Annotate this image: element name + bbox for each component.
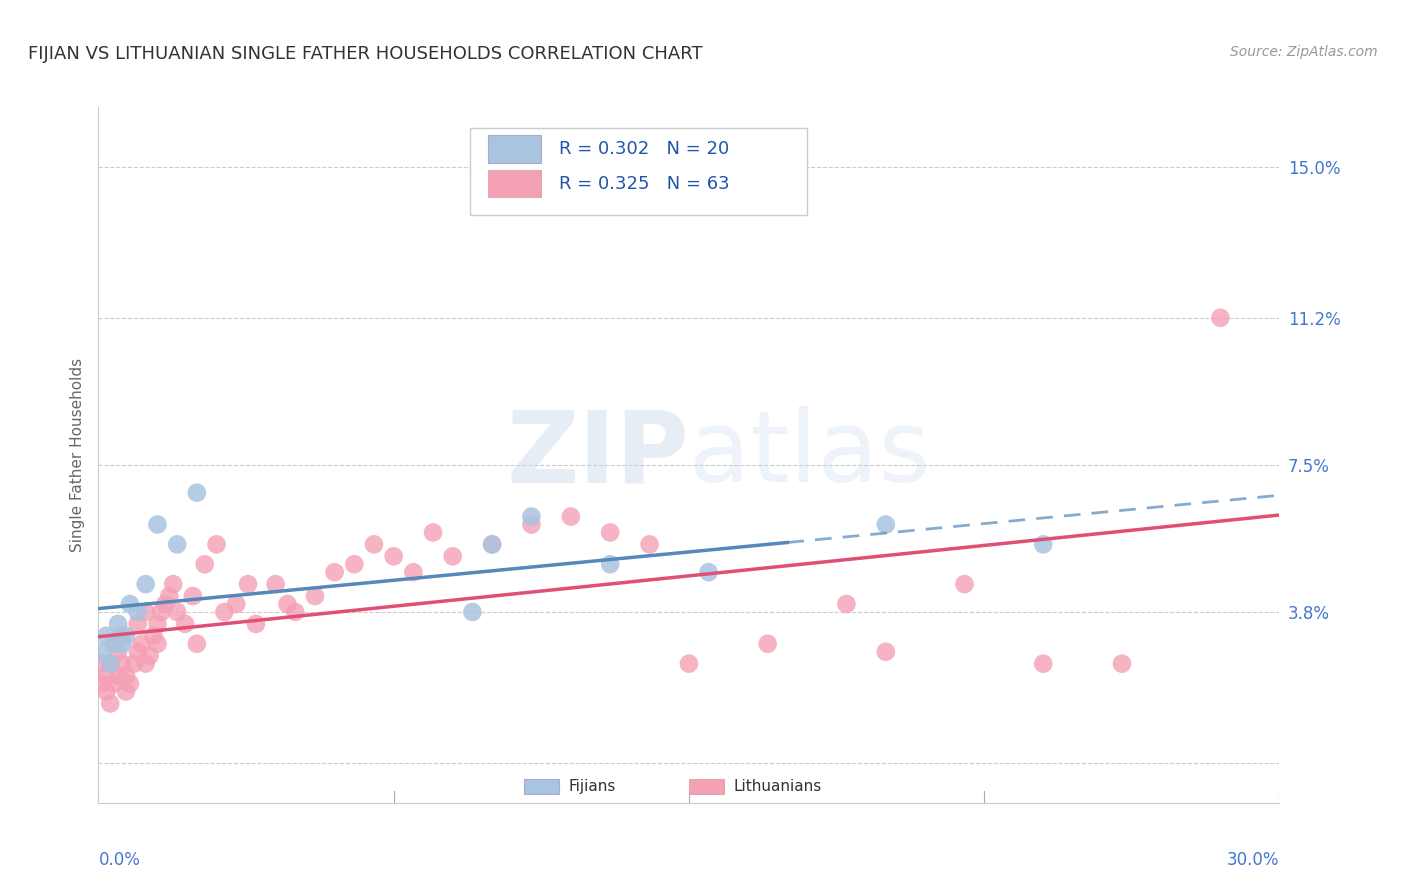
Text: Source: ZipAtlas.com: Source: ZipAtlas.com [1230,45,1378,59]
Point [756,637,779,651]
Point [697,565,720,579]
Text: 0.0%: 0.0% [98,850,141,869]
Point [111,637,134,651]
Point [111,657,134,671]
Point [599,558,621,572]
Point [599,525,621,540]
Y-axis label: Single Father Households: Single Father Households [69,358,84,552]
Text: FIJIAN VS LITHUANIAN SINGLE FATHER HOUSEHOLDS CORRELATION CHART: FIJIAN VS LITHUANIAN SINGLE FATHER HOUSE… [28,45,703,62]
Point [276,597,298,611]
Point [1111,657,1133,671]
Point [520,517,543,532]
Point [875,645,897,659]
Text: R = 0.302   N = 20: R = 0.302 N = 20 [560,140,730,158]
Text: R = 0.325   N = 63: R = 0.325 N = 63 [560,175,730,193]
Point [103,637,125,651]
Point [304,589,326,603]
Point [96,684,118,698]
Point [181,589,204,603]
Point [98,657,121,671]
Point [382,549,405,564]
Point [142,629,165,643]
Point [186,637,208,651]
Point [135,657,157,671]
Point [422,525,444,540]
Point [103,676,125,690]
Point [98,657,121,671]
Point [284,605,307,619]
Point [363,537,385,551]
Point [127,616,149,631]
Point [162,577,184,591]
Point [953,577,976,591]
Point [96,629,118,643]
Point [1032,657,1054,671]
FancyBboxPatch shape [689,779,724,795]
Point [138,648,160,663]
Point [1209,310,1232,325]
Text: Fijians: Fijians [568,780,616,794]
Point [107,645,129,659]
Point [194,558,217,572]
Point [323,565,346,579]
Point [146,616,169,631]
Point [146,517,169,532]
Point [115,629,138,643]
Point [107,668,129,682]
Point [118,597,141,611]
Point [111,629,134,643]
Point [236,577,259,591]
Point [678,657,700,671]
Point [205,537,228,551]
FancyBboxPatch shape [488,135,541,162]
Point [107,616,129,631]
Point [402,565,425,579]
Point [96,668,118,682]
Point [127,605,149,619]
Point [520,509,543,524]
Point [481,537,503,551]
Text: atlas: atlas [689,407,931,503]
Point [225,597,247,611]
Point [166,605,188,619]
Point [146,637,169,651]
Point [1032,537,1054,551]
FancyBboxPatch shape [488,169,541,197]
Point [131,637,153,651]
Point [135,577,157,591]
Point [343,558,366,572]
Point [115,684,138,698]
Point [118,676,141,690]
Point [115,668,138,682]
Text: Lithuanians: Lithuanians [734,780,823,794]
Point [98,697,121,711]
Point [166,537,188,551]
Point [91,645,114,659]
Text: ZIP: ZIP [506,407,689,503]
Point [875,517,897,532]
Point [103,637,125,651]
Point [122,657,145,671]
Text: 30.0%: 30.0% [1227,850,1279,869]
FancyBboxPatch shape [471,128,807,215]
Point [214,605,236,619]
Point [155,597,177,611]
Point [186,485,208,500]
Point [560,509,582,524]
Point [638,537,661,551]
Point [127,645,149,659]
Point [441,549,464,564]
Point [91,657,114,671]
Point [150,605,173,619]
Point [481,537,503,551]
Point [245,616,267,631]
Point [174,616,197,631]
Point [135,605,157,619]
Point [157,589,180,603]
Point [461,605,484,619]
FancyBboxPatch shape [523,779,560,795]
Point [835,597,858,611]
Point [264,577,287,591]
Point [91,676,114,690]
